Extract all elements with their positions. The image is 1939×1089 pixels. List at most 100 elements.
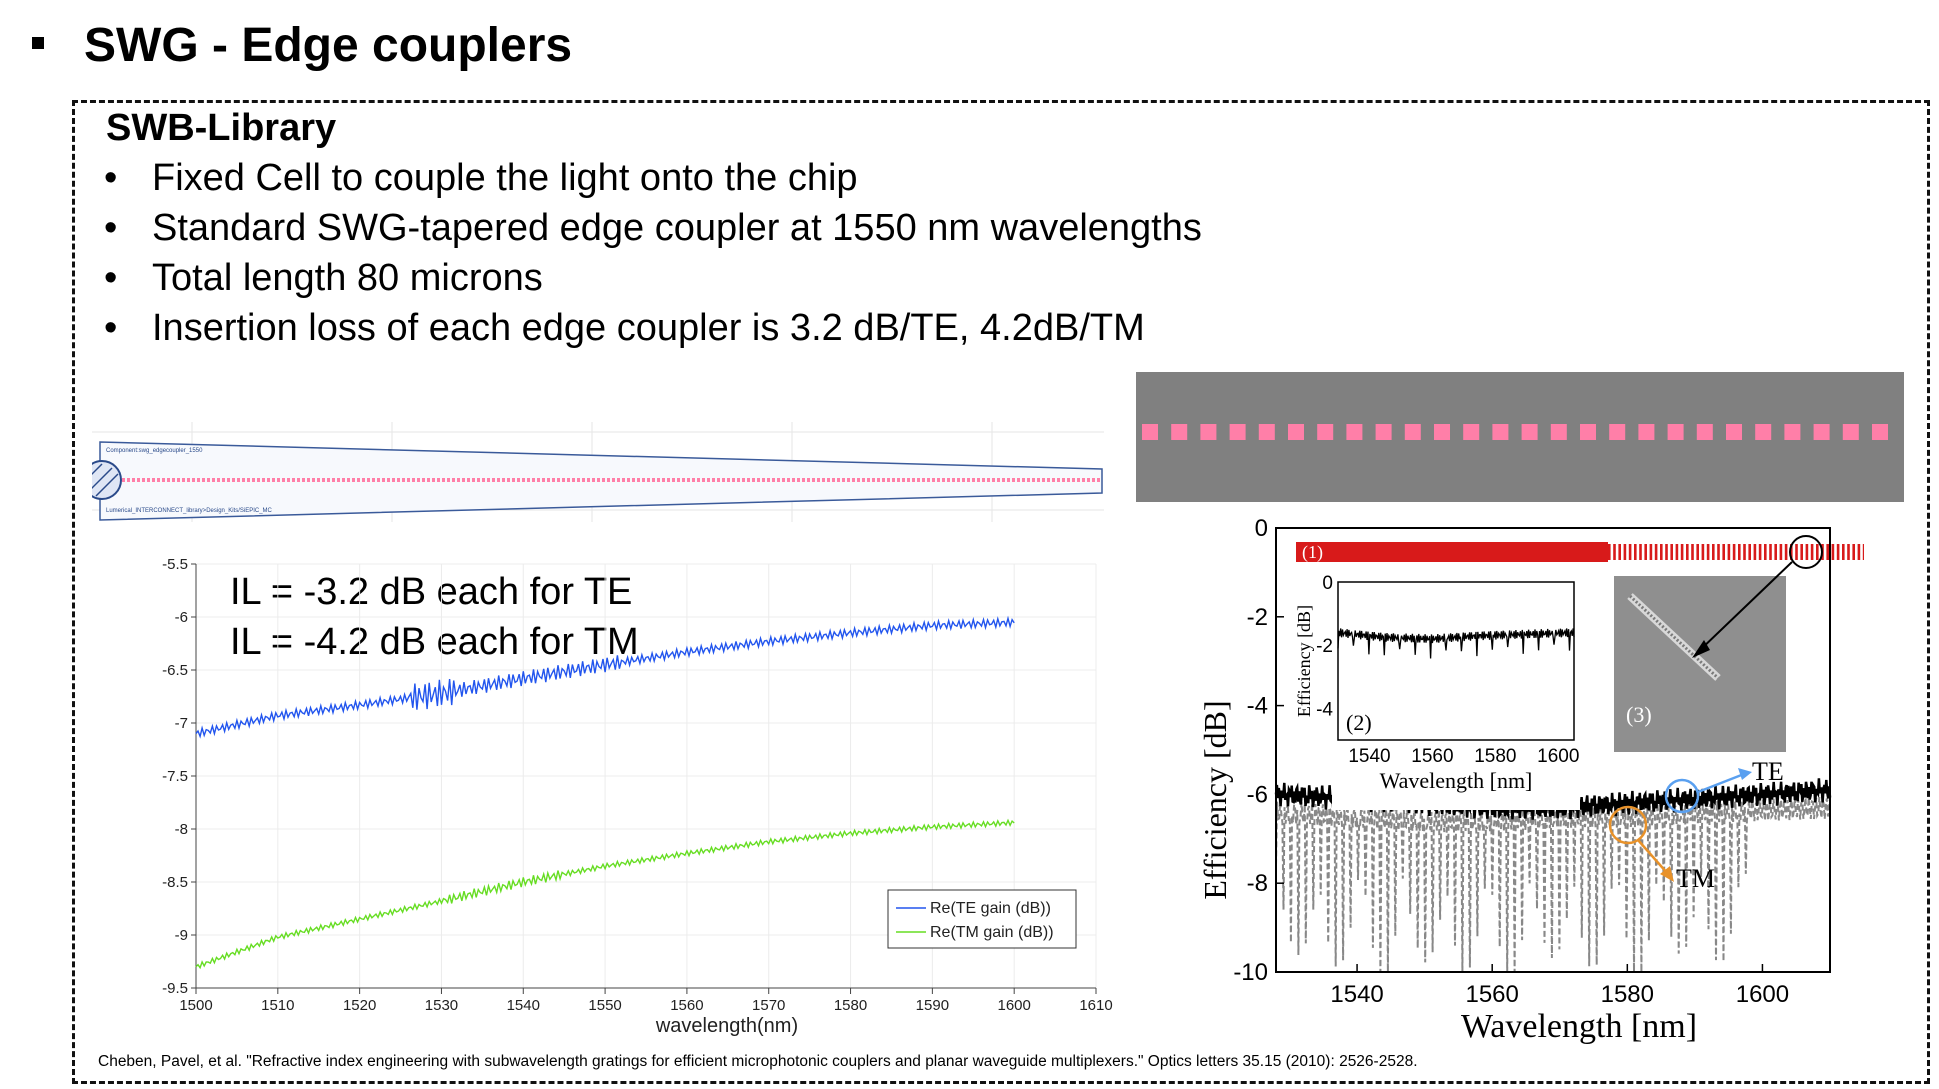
legend-label: Re(TE gain (dB))	[930, 900, 1051, 917]
bullet-text: Fixed Cell to couple the light onto the …	[152, 157, 858, 199]
grating-square	[1696, 424, 1713, 440]
taper-tooth	[1644, 544, 1647, 560]
x-tick-label: 1560	[670, 997, 703, 1014]
taper-tooth	[1660, 544, 1663, 560]
grating-square	[1142, 424, 1158, 440]
y-tick-label: -6	[175, 609, 188, 626]
te-callout-arrowhead	[1738, 768, 1752, 780]
swg-grating-image	[1136, 372, 1904, 502]
bullet-dot: •	[104, 307, 118, 349]
section-title: SWB-Library	[106, 107, 337, 149]
legend-label: Re(TM gain (dB))	[930, 924, 1054, 941]
x-tick-label: 1550	[588, 997, 621, 1014]
grating-square	[1171, 424, 1188, 440]
taper-tooth	[1836, 544, 1840, 560]
grating-square	[1317, 424, 1334, 440]
chart-simulated-gain: wavelength(nm) IL = -3.2 dB each for TE …	[162, 556, 1113, 1037]
taper-tooth	[1618, 544, 1621, 560]
grating-square	[1288, 424, 1304, 440]
taper-tooth	[1727, 544, 1731, 560]
taper-tooth	[1628, 544, 1632, 560]
citation: Cheben, Pavel, et al. "Refractive index …	[98, 1053, 1418, 1070]
grating-square	[1726, 424, 1742, 440]
chart-measured-efficiency: Wavelength [nm] Efficiency [dB] 1540 1560…	[1197, 515, 1864, 1045]
tm-callout-circle	[1608, 805, 1648, 845]
panel-label: (1)	[1302, 542, 1323, 563]
taper-tooth	[1857, 544, 1861, 560]
grating-square	[1550, 424, 1567, 440]
taper-tooth	[1769, 544, 1772, 560]
y-tick-label: -9.5	[162, 980, 188, 997]
taper-tooth	[1743, 544, 1746, 560]
taper-tooth	[1649, 544, 1653, 560]
slide-title: SWG - Edge couplers	[84, 19, 573, 72]
taper-tooth	[1712, 544, 1715, 560]
x-tick-label: 1580	[834, 997, 867, 1014]
grating-square	[1638, 424, 1655, 440]
y-tick-label: -8	[175, 821, 188, 838]
content-frame	[72, 100, 1930, 1084]
taper-tooth	[1665, 544, 1668, 560]
grating-square	[1434, 424, 1450, 440]
te-callout-arrow	[1697, 772, 1745, 794]
grating-square	[1609, 424, 1626, 440]
tm-callout-arrow	[1637, 839, 1669, 875]
panel-label: (2)	[1346, 710, 1372, 735]
chart-xlabel: wavelength(nm)	[655, 1015, 798, 1037]
y-tick-label: -6.5	[162, 662, 188, 679]
inset-x-tick-label: 1600	[1537, 746, 1579, 767]
x-tick-label: 1530	[425, 997, 458, 1014]
inset-x-tick-label: 1540	[1348, 746, 1390, 767]
taper-tooth	[1691, 544, 1694, 560]
grating-square	[1521, 424, 1538, 440]
x-tick-label: 1520	[343, 997, 376, 1014]
cell-label-bottom: Lumerical_INTERCONNECT_library>Design_Ki…	[106, 508, 273, 514]
y-tick-label: -7.5	[162, 768, 188, 785]
taper-tooth	[1732, 544, 1736, 560]
bullet-text: Insertion loss of each edge coupler is 3…	[152, 307, 1145, 349]
taper-tooth	[1852, 544, 1855, 560]
bullet-list: • Fixed Cell to couple the light onto the…	[104, 153, 1202, 353]
grating-squares	[1142, 424, 1888, 440]
sem-grating	[1628, 594, 1720, 680]
grating-square	[1492, 424, 1509, 440]
x-tick-label: 1600	[1736, 981, 1789, 1008]
x-tick-label: 1540	[1330, 981, 1383, 1008]
taper-tooth	[1680, 544, 1684, 560]
taper-tooth	[1826, 544, 1829, 560]
cell-label-top: Component:swg_edgecoupler_1550	[106, 448, 203, 454]
bullet-dot: •	[104, 207, 118, 249]
series-line	[195, 615, 1015, 739]
x-tick-label: 1610	[1079, 997, 1112, 1014]
grating-square	[1784, 424, 1801, 440]
bullet-dot: •	[104, 257, 118, 299]
x-tick-label: 1570	[752, 997, 785, 1014]
tm-callout-arrowhead	[1660, 866, 1674, 882]
zoom-arrow	[1697, 561, 1793, 653]
taper-tooth	[1639, 544, 1642, 560]
taper-tooth	[1654, 544, 1658, 560]
taper-tooth	[1805, 544, 1809, 560]
grating-square	[1404, 424, 1421, 440]
inset-ylabel: Efficiency [dB]	[1294, 605, 1314, 717]
grating-square	[1872, 424, 1888, 440]
taper-tooth	[1862, 544, 1864, 560]
legend-box	[887, 889, 1077, 949]
taper-tooth	[1816, 544, 1819, 560]
y-tick-label: 0	[1255, 515, 1268, 542]
inset-xlabel: Wavelength [nm]	[1380, 768, 1533, 793]
y-tick-label: -6	[1247, 781, 1268, 808]
y-tick-label: -2	[1247, 604, 1268, 631]
taper-tooth	[1670, 544, 1673, 560]
taper-tooth	[1831, 544, 1835, 560]
bullet-text: Total length 80 microns	[152, 257, 543, 299]
taper-tooth	[1795, 544, 1798, 560]
grating-square	[1580, 424, 1596, 440]
taper-tooth	[1810, 544, 1814, 560]
taper-tooth	[1779, 544, 1783, 560]
grating-square	[1842, 424, 1859, 440]
grating-square	[1813, 424, 1830, 440]
grating-square	[1346, 424, 1363, 440]
title-bullet	[32, 37, 44, 49]
taper-strip	[1296, 542, 1608, 562]
